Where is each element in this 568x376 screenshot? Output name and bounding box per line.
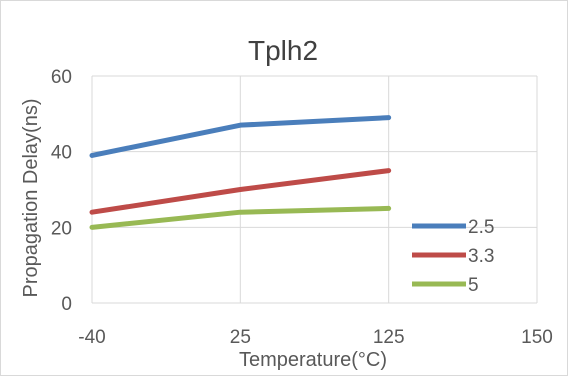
series-lines (89, 115, 392, 230)
y-tick-label: 0 (61, 294, 72, 315)
y-axis-title: Propagation Delay(ns) (20, 99, 42, 298)
series-line-3.3 (89, 168, 392, 215)
x-axis-title: Temperature(°C) (239, 349, 387, 371)
x-tick-labels: -40 25 125 150 (78, 327, 553, 348)
x-tick-label: -40 (78, 327, 105, 348)
legend-label: 2.5 (468, 217, 494, 238)
legend: 2.5 3.3 5 (412, 217, 494, 296)
y-tick-label: 20 (51, 218, 72, 239)
series-line-2.5 (89, 115, 392, 158)
x-tick-label: 150 (521, 327, 553, 348)
x-tick-label: 25 (230, 327, 251, 348)
y-tick-label: 40 (51, 143, 72, 164)
y-tick-labels: 0 20 40 60 (51, 67, 72, 315)
chart-title: Tplh2 (248, 35, 318, 66)
x-tick-label: 125 (373, 327, 405, 348)
legend-label: 3.3 (468, 246, 494, 267)
legend-label: 5 (468, 275, 479, 296)
y-tick-label: 60 (51, 67, 72, 88)
series-line-5 (89, 205, 392, 230)
